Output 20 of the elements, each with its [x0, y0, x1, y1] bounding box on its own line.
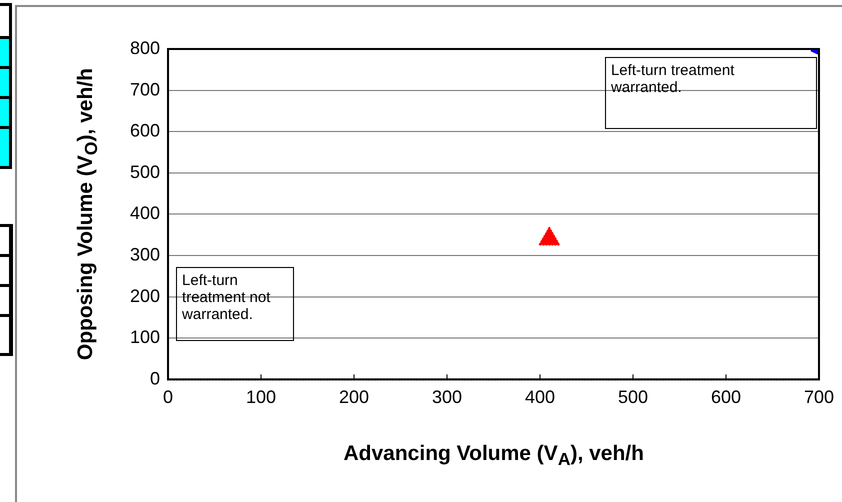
y-tick-label: 700	[130, 79, 160, 100]
x-tick-label: 100	[246, 387, 276, 408]
x-tick-label: 500	[618, 387, 648, 408]
x-tick-label: 0	[163, 387, 174, 408]
x-tick-label: 700	[804, 387, 834, 408]
y-tick-label: 800	[130, 38, 160, 58]
x-tick-label: 300	[432, 387, 462, 408]
annotation: Left-turn treatment warranted.	[604, 57, 817, 129]
y-tick-label: 400	[130, 203, 160, 224]
annotation: Left-turn treatment not warranted.	[176, 267, 294, 342]
y-tick-label: 100	[130, 327, 160, 348]
y-tick-label: 600	[130, 120, 160, 141]
x-tick-label: 200	[338, 387, 370, 408]
x-tick-label: 400	[524, 387, 556, 408]
y-tick-label: 0	[150, 368, 160, 388]
y-tick-label: 300	[130, 244, 160, 264]
x-axis-title: Advancing Volume (V$_{A}$), veh/h	[344, 442, 644, 470]
y-tick-label: 500	[130, 162, 160, 182]
y-tick-label: 200	[130, 286, 160, 306]
x-tick-label: 600	[710, 387, 742, 408]
